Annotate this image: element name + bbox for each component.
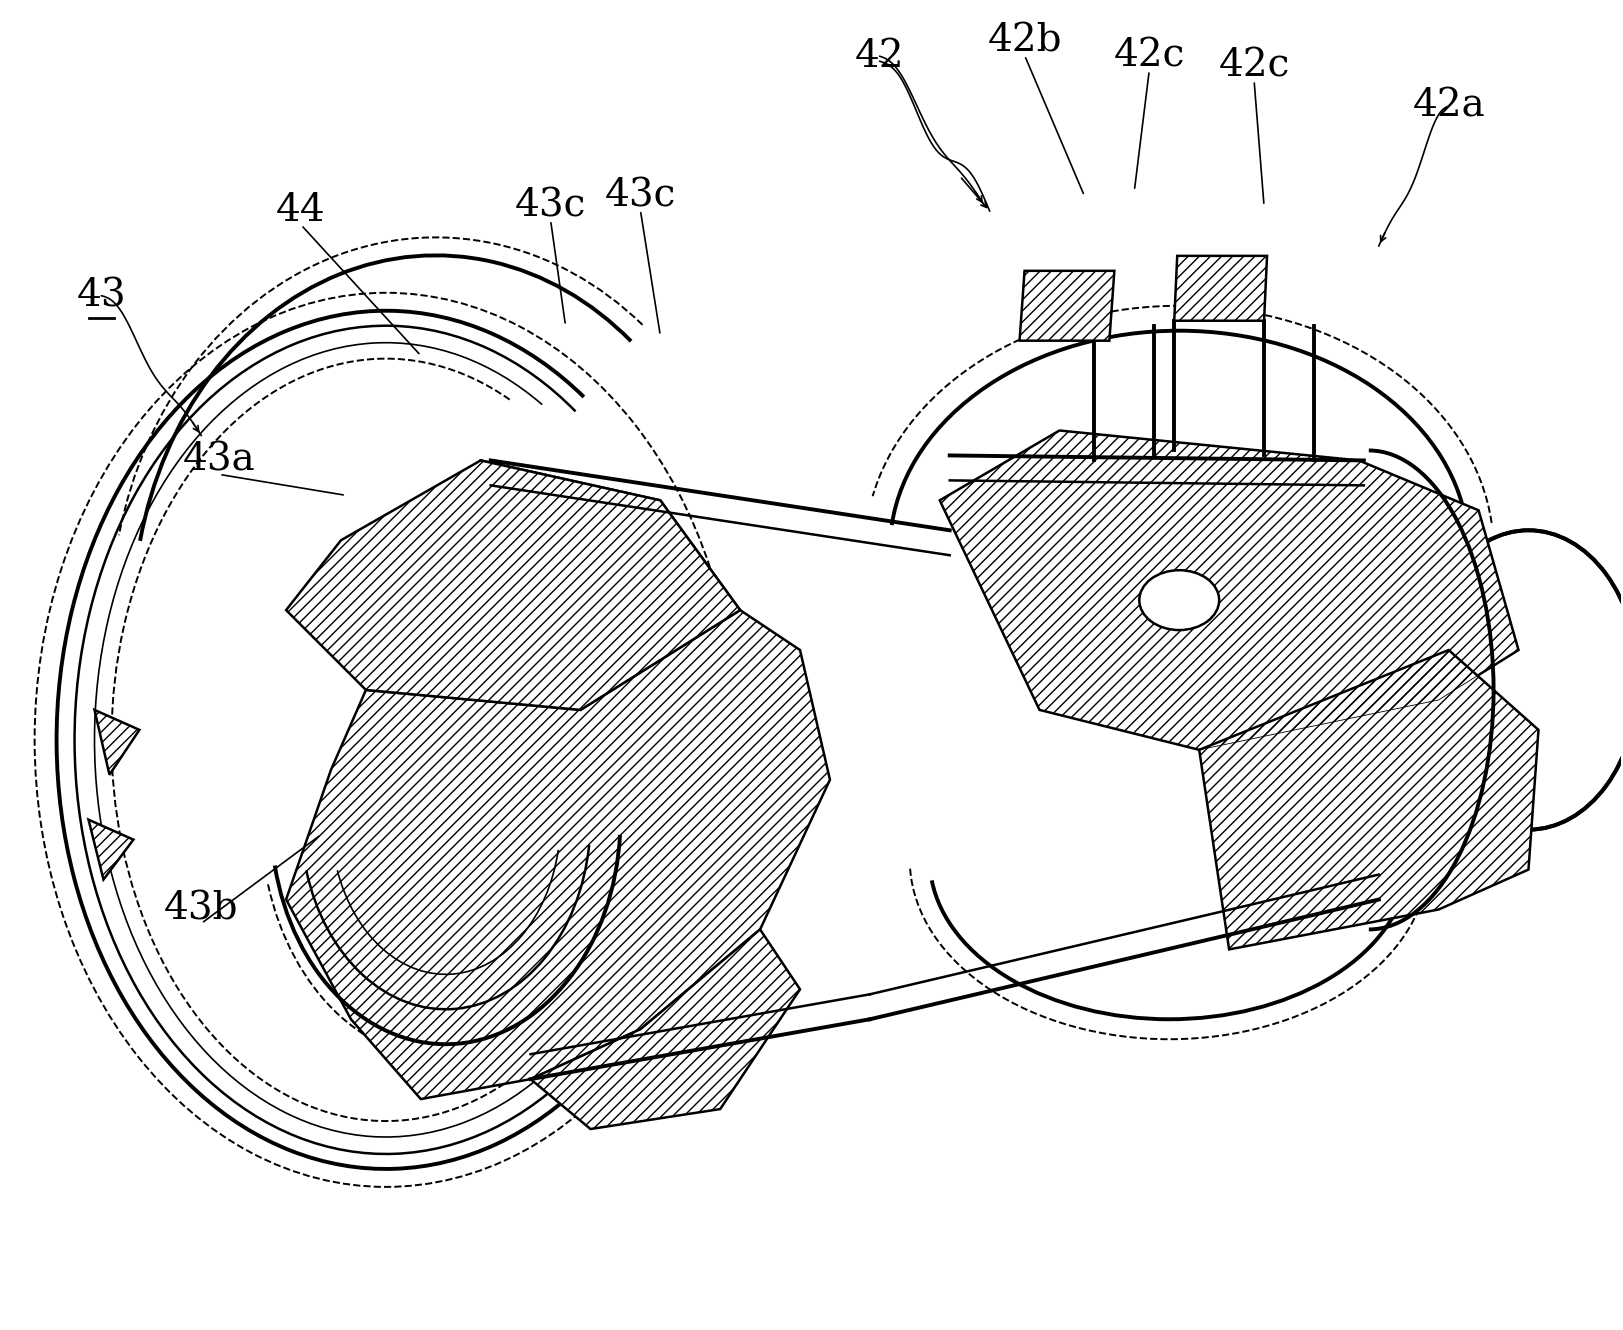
Text: 43a: 43a (183, 442, 255, 479)
Polygon shape (940, 431, 1519, 750)
Text: 42c: 42c (1113, 37, 1185, 74)
Polygon shape (480, 460, 740, 750)
Polygon shape (1019, 271, 1115, 340)
Text: 43: 43 (76, 277, 127, 314)
Polygon shape (1175, 255, 1268, 321)
Text: 42: 42 (855, 37, 904, 74)
Text: 43c: 43c (605, 177, 677, 214)
Ellipse shape (1139, 571, 1219, 630)
Polygon shape (94, 710, 140, 775)
Polygon shape (286, 610, 829, 1099)
Text: 42b: 42b (987, 23, 1061, 60)
Text: 42c: 42c (1219, 48, 1290, 85)
Polygon shape (531, 930, 800, 1129)
Polygon shape (286, 460, 740, 710)
Text: 42a: 42a (1412, 88, 1485, 125)
Text: 44: 44 (276, 193, 326, 230)
Text: 43c: 43c (514, 188, 586, 225)
Ellipse shape (1419, 531, 1623, 830)
Polygon shape (1199, 650, 1539, 950)
Polygon shape (89, 819, 133, 879)
Text: 43b: 43b (164, 891, 239, 928)
